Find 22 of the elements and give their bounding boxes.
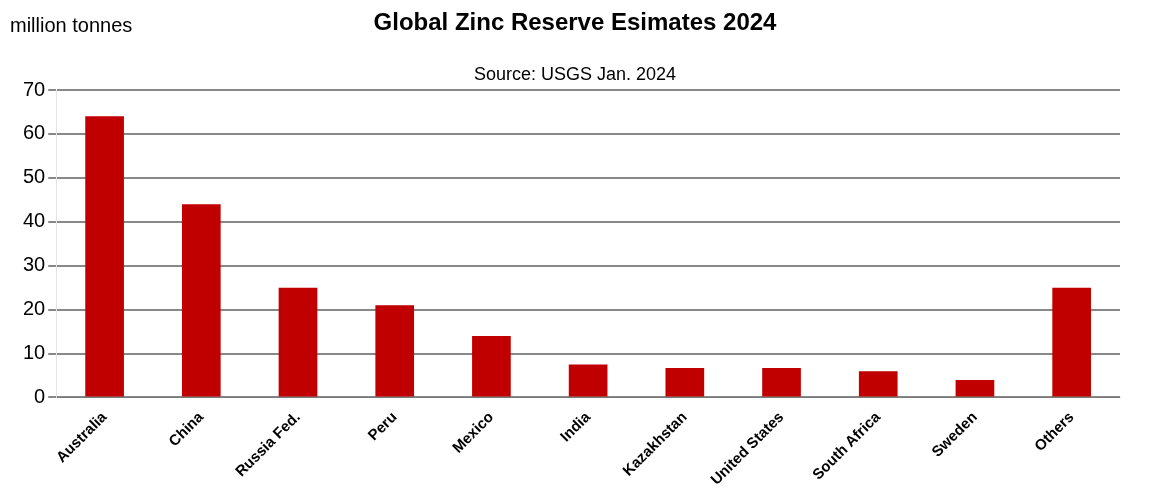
y-tick-label: 60 (23, 121, 46, 144)
y-tick-label: 50 (23, 165, 46, 188)
bar (1052, 287, 1091, 397)
bar (85, 116, 124, 397)
bar (955, 379, 995, 397)
source-note: Source: USGS Jan. 2024 (473, 64, 677, 84)
y-tick-label: 70 (23, 77, 46, 100)
y-axis-title: million tonnes (10, 14, 133, 37)
y-tick-label: 10 (23, 341, 46, 364)
y-tick-label: 0 (34, 385, 46, 408)
bar (375, 305, 415, 397)
bar (665, 368, 705, 397)
bar (181, 204, 221, 397)
bar (858, 371, 898, 397)
bar (278, 287, 318, 397)
bar (568, 364, 608, 397)
chart-title: Global Zinc Reserve Esimates 2024 (373, 8, 777, 35)
y-tick-label: 20 (23, 297, 46, 320)
bar (762, 368, 801, 397)
y-tick-label: 30 (23, 253, 46, 276)
bar (472, 336, 511, 397)
y-tick-label: 40 (23, 209, 46, 232)
